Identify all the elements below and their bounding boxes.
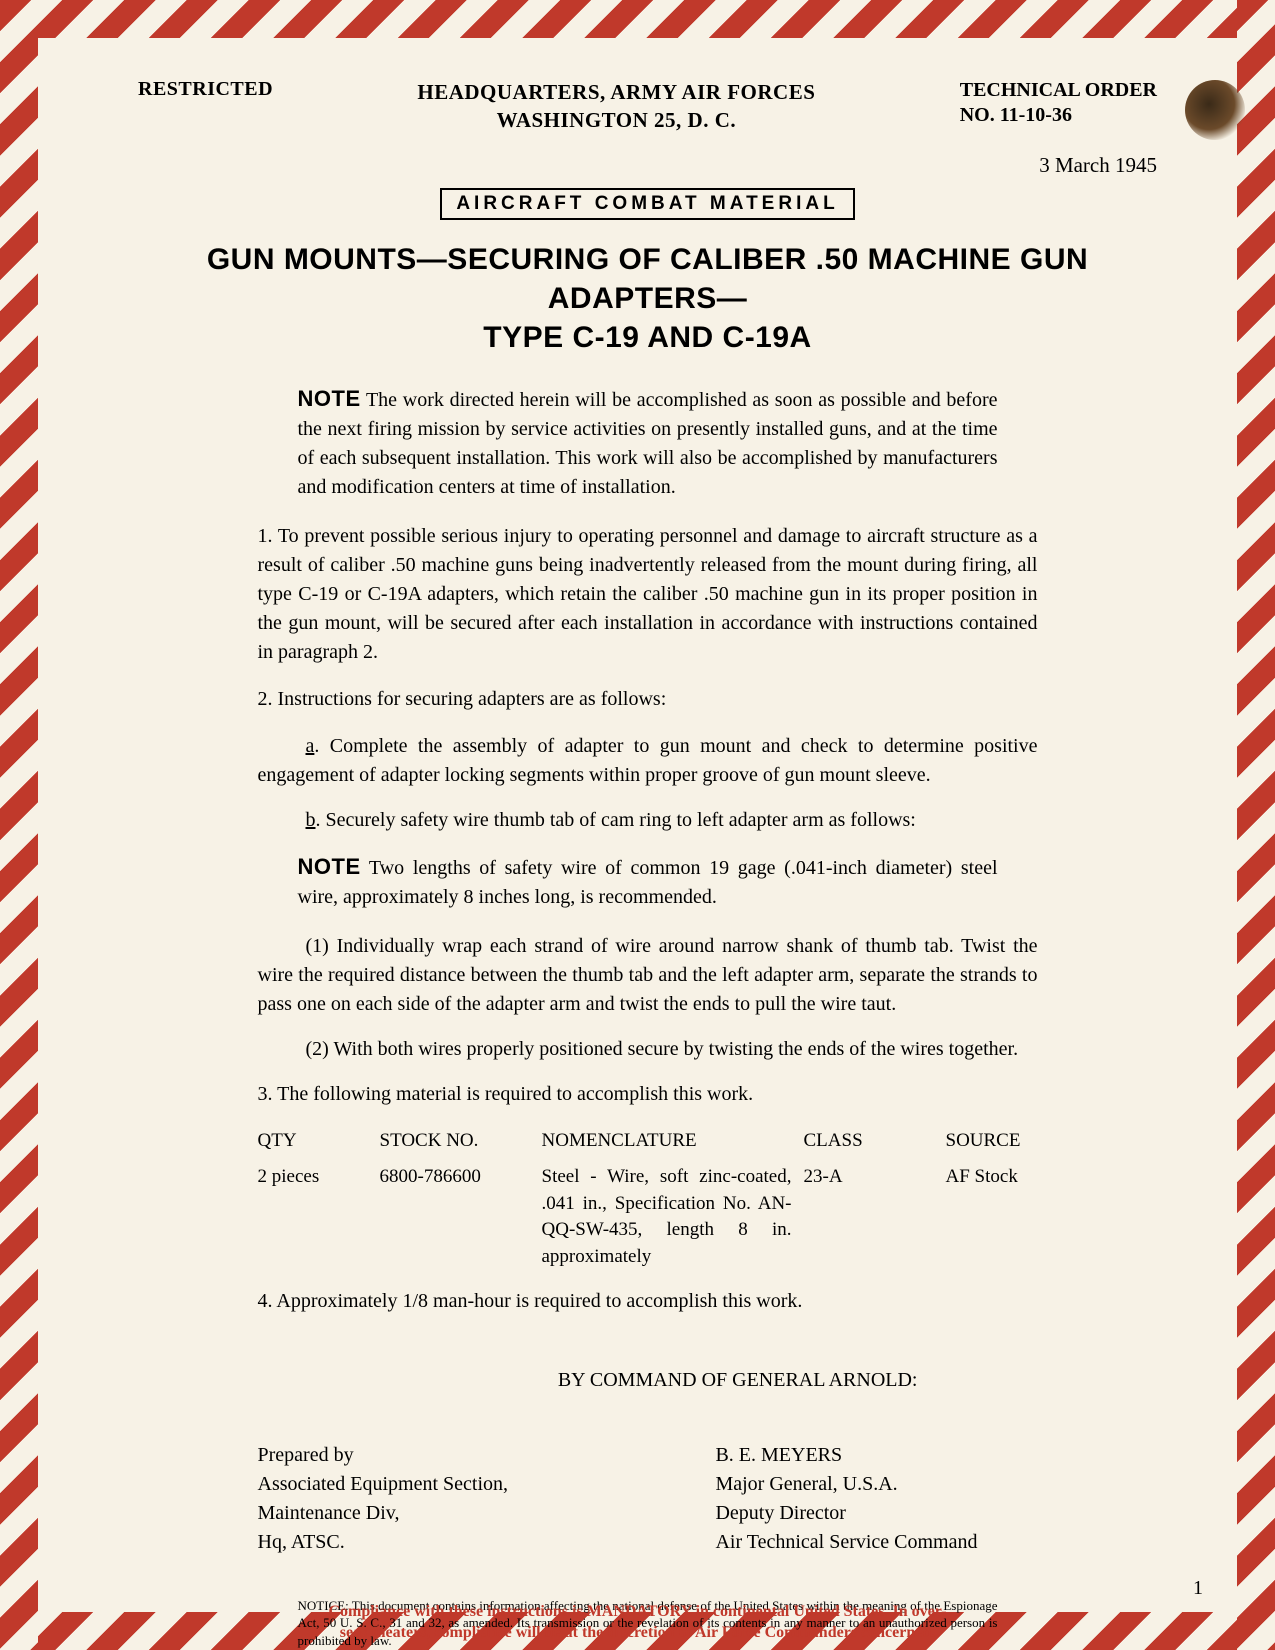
- note-text: The work directed herein will be accompl…: [298, 389, 998, 498]
- paragraph-2b1: (1) Individually wrap each strand of wir…: [258, 932, 1038, 1019]
- materials-table: QTY STOCK NO. NOMENCLATURE CLASS SOURCE …: [258, 1127, 1038, 1271]
- signer-line: Deputy Director: [715, 1499, 977, 1528]
- cell-source: AF Stock: [946, 1164, 1066, 1270]
- prepared-line: Maintenance Div,: [258, 1499, 509, 1528]
- compliance-line1: Compliance with these instructions is MA…: [0, 1602, 1275, 1623]
- signer-line: Major General, U.S.A.: [715, 1470, 977, 1499]
- subpara-text: . Securely safety wire thumb tab of cam …: [316, 809, 916, 831]
- note-2: NOTE Two lengths of safety wire of commo…: [258, 851, 1038, 912]
- note-text: Two lengths of safety wire of common 19 …: [298, 857, 998, 908]
- paragraph-2b: b. Securely safety wire thumb tab of cam…: [258, 806, 1038, 835]
- hq-line1: HEADQUARTERS, ARMY AIR FORCES: [417, 78, 815, 106]
- signer-line: Air Technical Service Command: [715, 1528, 977, 1557]
- cell-stock: 6800-786600: [380, 1164, 530, 1270]
- note-1: NOTE The work directed herein will be ac…: [258, 383, 1038, 502]
- paragraph-3: 3. The following material is required to…: [258, 1080, 1038, 1109]
- to-label: TECHNICAL ORDER: [960, 78, 1157, 103]
- title-line1: GUN MOUNTS—SECURING OF CALIBER .50 MACHI…: [138, 240, 1157, 318]
- to-number: NO. 11-10-36: [960, 103, 1157, 128]
- paragraph-2: 2. Instructions for securing adapters ar…: [258, 685, 1038, 714]
- damage-mark: [1185, 80, 1245, 140]
- col-nomenclature: NOMENCLATURE: [542, 1127, 792, 1155]
- header-row: RESTRICTED HEADQUARTERS, ARMY AIR FORCES…: [138, 78, 1157, 135]
- col-class: CLASS: [804, 1127, 934, 1155]
- paragraph-2b2: (2) With both wires properly positioned …: [258, 1035, 1038, 1064]
- document-page: RESTRICTED HEADQUARTERS, ARMY AIR FORCES…: [0, 0, 1275, 1650]
- command-line: BY COMMAND OF GENERAL ARNOLD:: [258, 1366, 918, 1395]
- note-label: NOTE: [298, 386, 361, 411]
- prepared-line: Associated Equipment Section,: [258, 1470, 509, 1499]
- signature-block: Prepared by Associated Equipment Section…: [258, 1441, 1038, 1557]
- cell-qty: 2 pieces: [258, 1164, 368, 1270]
- cell-class: 23-A: [804, 1164, 934, 1270]
- col-qty: QTY: [258, 1127, 368, 1155]
- col-source: SOURCE: [946, 1127, 1066, 1155]
- main-title: GUN MOUNTS—SECURING OF CALIBER .50 MACHI…: [138, 240, 1157, 357]
- border-right: [1237, 0, 1275, 1650]
- date-line: 3 March 1945: [138, 153, 1157, 178]
- prepared-line: Hq, ATSC.: [258, 1528, 509, 1557]
- headquarters-block: HEADQUARTERS, ARMY AIR FORCES WASHINGTON…: [417, 78, 815, 135]
- note-label: NOTE: [298, 854, 361, 879]
- subpara-text: . Complete the assembly of adapter to gu…: [258, 735, 1038, 786]
- body-text: NOTE The work directed herein will be ac…: [258, 383, 1038, 1650]
- paragraph-1: 1. To prevent possible serious injury to…: [258, 522, 1038, 667]
- signer-block: B. E. MEYERS Major General, U.S.A. Deput…: [715, 1441, 977, 1557]
- prepared-by-block: Prepared by Associated Equipment Section…: [258, 1441, 509, 1557]
- content-area: RESTRICTED HEADQUARTERS, ARMY AIR FORCES…: [38, 38, 1237, 1612]
- compliance-notice: Compliance with these instructions is MA…: [0, 1602, 1275, 1644]
- hq-line2: WASHINGTON 25, D. C.: [417, 106, 815, 134]
- technical-order-block: TECHNICAL ORDER NO. 11-10-36: [960, 78, 1157, 128]
- title-line2: TYPE C-19 AND C-19A: [138, 318, 1157, 357]
- border-left: [0, 0, 38, 1650]
- page-number: 1: [1193, 1577, 1203, 1600]
- classification-top: RESTRICTED: [138, 78, 273, 101]
- border-top: [0, 0, 1275, 38]
- prepared-line: Prepared by: [258, 1441, 509, 1470]
- col-stock: STOCK NO.: [380, 1127, 530, 1155]
- category-box: AIRCRAFT COMBAT MATERIAL: [440, 188, 854, 220]
- paragraph-2a: a. Complete the assembly of adapter to g…: [258, 732, 1038, 790]
- paragraph-4: 4. Approximately 1/8 man-hour is require…: [258, 1287, 1038, 1316]
- subpara-letter: b: [306, 809, 316, 831]
- cell-nomenclature: Steel - Wire, soft zinc-coated, .041 in.…: [542, 1164, 792, 1270]
- signer-line: B. E. MEYERS: [715, 1441, 977, 1470]
- compliance-line2: seas theaters, compliance will be at the…: [0, 1623, 1275, 1644]
